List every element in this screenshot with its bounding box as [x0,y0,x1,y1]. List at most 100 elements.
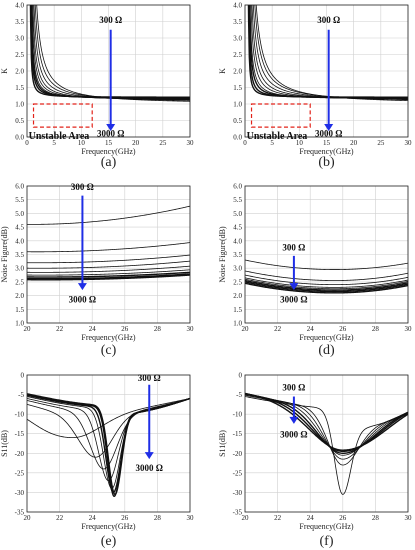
x-tick-label: 24 [307,325,315,333]
y-tick-label: -25 [233,469,243,477]
panel-caption: (c) [101,343,117,358]
y-tick-label: -35 [15,509,25,517]
annotation-arrow-head [289,416,299,424]
annotation-top: 300 Ω [317,15,340,25]
x-tick-label: 30 [187,325,195,333]
y-tick-label: 0 [21,372,25,380]
y-tick-label: 0.0 [15,134,24,142]
x-tick-label: 24 [307,514,315,522]
panel-caption: (d) [318,343,335,358]
annotation-bottom: 3000 Ω [280,430,307,440]
x-tick-label: 30 [187,139,195,147]
y-tick-label: 2.5 [233,278,242,286]
y-tick-label: 4.0 [233,237,242,245]
x-tick-label: 26 [339,514,347,522]
y-tick-label: -30 [233,489,243,497]
y-axis-label: Noise Figure(dB) [218,226,227,283]
series-line-4 [245,393,408,456]
x-tick-label: 30 [187,514,195,522]
series-line-4 [27,260,190,269]
x-tick-label: 0 [25,139,29,147]
plot-frame [26,374,191,513]
y-tick-label: 1.5 [15,306,24,314]
y-tick-label: -15 [233,430,243,438]
x-tick-label: 30 [405,325,413,333]
y-tick-label: 4.5 [233,224,242,232]
annotation-arrow-head [144,452,154,460]
x-tick-label: 20 [132,139,140,147]
y-tick-label: 3.5 [15,18,24,26]
panel-caption: (a) [101,155,117,170]
series-line-1 [27,205,190,225]
y-tick-label: 2.0 [15,68,24,76]
x-tick-label: 28 [372,514,380,522]
annotation-top: 300 Ω [138,373,161,383]
y-tick-label: 4.5 [15,224,24,232]
plot-frame [244,374,409,513]
panel-b: 0 5 10 15 20 25 30 0.0 0.5 1.0 1.5 2.0 2.5 3.0 3.5 4.0 F… [218,2,412,171]
y-tick-label: 1.0 [15,101,24,109]
y-tick-label: 4.0 [233,2,242,10]
y-axis-label: K [218,68,227,74]
annotation-top: 300 Ω [282,383,305,393]
y-tick-label: 3.0 [15,35,24,43]
series-line-1 [27,398,190,439]
y-tick-label: 6.0 [15,183,24,191]
x-tick-label: 15 [105,139,113,147]
annotation-bottom: 3000 Ω [97,128,124,138]
series-line-2 [27,398,190,458]
series-line-5 [27,265,190,273]
y-tick-label: 3.0 [233,265,242,273]
y-tick-label: -10 [233,411,243,419]
y-tick-label: 3.5 [233,251,242,259]
plot-frame [26,4,191,138]
y-tick-label: 2.0 [15,292,24,300]
series-line-4 [245,277,408,288]
series-line-3 [27,254,190,264]
x-axis-label: Frequency(GHz) [299,147,354,156]
annotation-top: 300 Ω [99,15,122,25]
x-tick-label: 25 [159,139,167,147]
series-line-7 [245,281,408,293]
x-axis-label: Frequency(GHz) [299,333,354,342]
panel-f: 20 22 24 26 28 30 -35 -30 -25 -20 -15 -10 -5 0 Frequen… [218,372,412,550]
y-tick-label: -20 [15,450,25,458]
annotation-bottom: 3000 Ω [69,294,96,304]
series-line-6 [27,394,190,494]
y-tick-label: 5.5 [233,196,242,204]
x-tick-label: 26 [339,325,347,333]
x-tick-label: 28 [372,325,380,333]
panel-caption: (f) [320,534,334,549]
x-tick-label: 26 [121,325,129,333]
unstable-area-label: Unstable Area [247,131,308,142]
x-tick-label: 5 [270,139,274,147]
x-tick-label: 20 [24,325,32,333]
series-line-6 [245,279,408,291]
x-tick-label: 26 [121,514,129,522]
series-group [27,393,190,498]
series-line-8 [27,393,190,496]
y-tick-label: -10 [15,411,25,419]
x-tick-label: 5 [52,139,56,147]
unstable-area-label: Unstable Area [29,131,90,142]
annotation-arrow-head [324,124,334,132]
y-tick-label: 2.0 [233,292,242,300]
series-group [245,392,408,495]
y-tick-label: 1.0 [233,101,242,109]
y-tick-label: 2.5 [15,278,24,286]
unstable-area-box [250,103,311,128]
series-group [245,259,408,294]
y-tick-label: 3.0 [233,35,242,43]
series-line-6 [27,269,190,276]
x-tick-label: 15 [323,139,331,147]
y-tick-label: -20 [233,450,243,458]
plot-frame [244,185,409,324]
x-tick-label: 20 [350,139,358,147]
y-tick-label: 2.5 [233,51,242,59]
y-tick-label: 1.5 [233,84,242,92]
y-axis-label: K [0,68,9,74]
panel-e: 20 22 24 26 28 30 -35 -30 -25 -20 -15 -10 -5 0 Frequen… [0,372,194,550]
y-tick-label: 4.0 [15,2,24,10]
y-tick-label: 3.0 [15,265,24,273]
